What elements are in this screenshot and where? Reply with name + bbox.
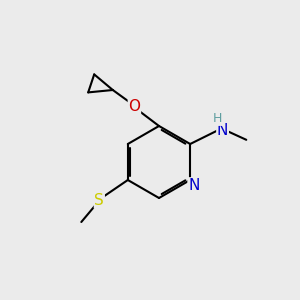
Text: N: N	[217, 123, 228, 138]
Text: N: N	[188, 178, 200, 193]
Text: S: S	[94, 193, 104, 208]
Text: H: H	[212, 112, 222, 125]
Text: O: O	[128, 99, 140, 114]
